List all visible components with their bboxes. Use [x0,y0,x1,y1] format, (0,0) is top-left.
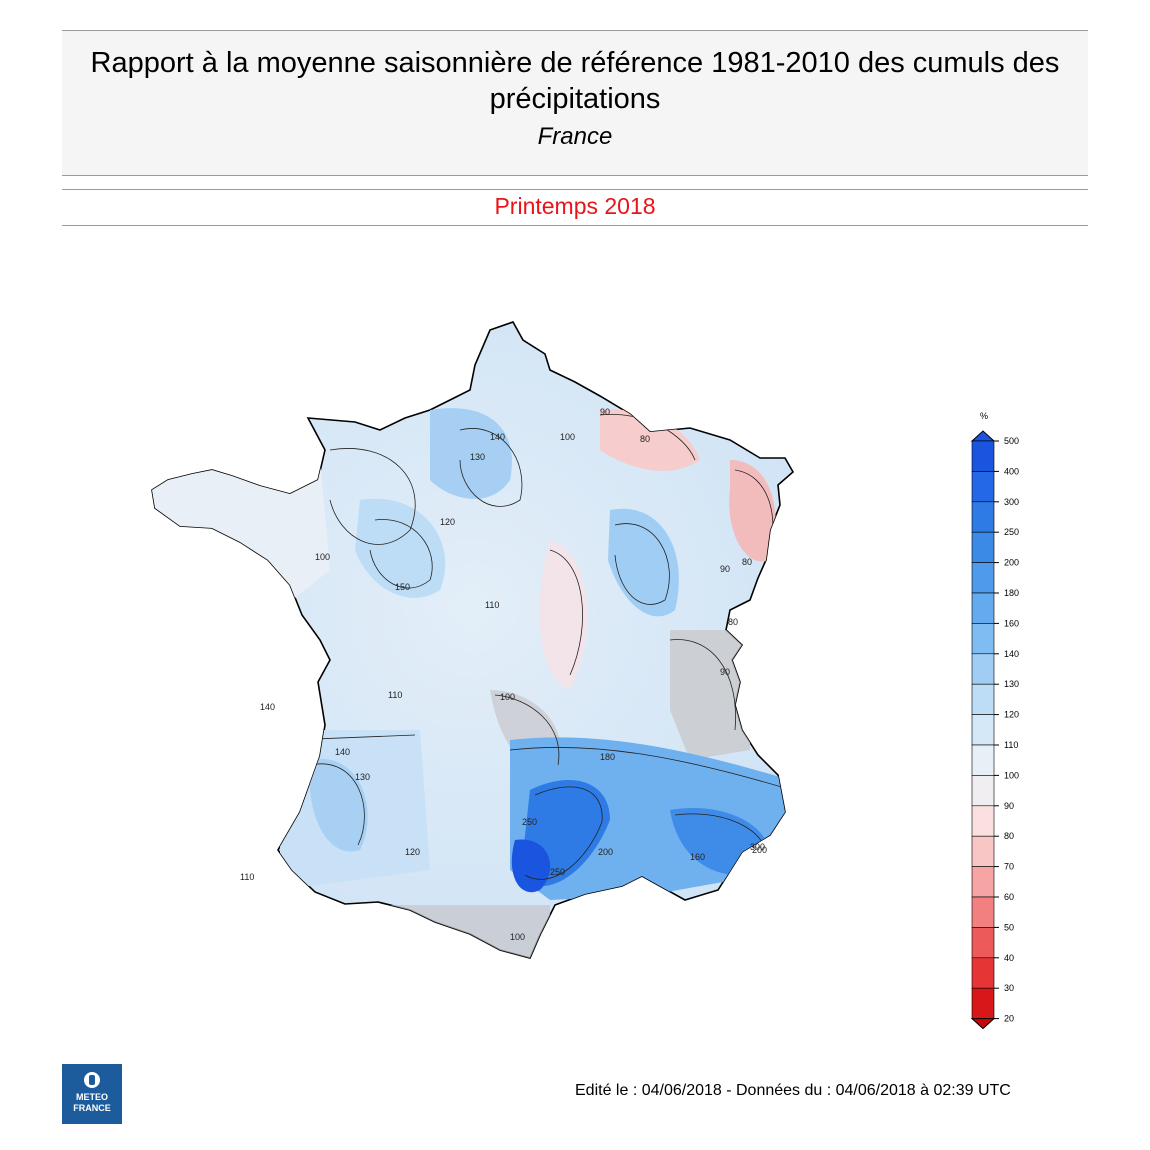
legend-label: 40 [1004,953,1014,963]
contour-label: 150 [395,582,410,592]
contour-label: 130 [470,452,485,462]
zone-north-140 [430,408,512,499]
legend-label: 80 [1004,831,1014,841]
legend-swatch [971,653,995,685]
legend-label: 20 [1004,1014,1014,1024]
legend-swatch [971,714,995,746]
legend-label: 60 [1004,892,1014,902]
legend-swatch [971,592,995,624]
legend-swatch [971,623,995,655]
logo-text: METEO FRANCE [73,1092,111,1113]
legend-label: 300 [1004,497,1019,507]
contour-label: 140 [335,747,350,757]
legend-swatch [971,957,995,989]
contour-label: 250 [522,817,537,827]
legend-swatch [971,501,995,533]
legend-label: 110 [1004,740,1018,750]
contour-label: 100 [315,552,330,562]
zone-ne-80 [600,409,700,471]
contour-label: 100 [560,432,575,442]
contour-label: 200 [598,847,613,857]
legend-label: 500 [1004,436,1019,446]
legend-label: 180 [1004,588,1019,598]
contour-label: 90 [720,564,730,574]
contour-label: 100 [510,932,525,942]
zone-aquitaine-140 [309,758,368,852]
legend-swatch [971,805,995,837]
contour-label: 80 [640,434,650,444]
color-legend: % 500 400 300 250 200 180 160 140 130 120 110 100 90… [970,411,1019,1030]
legend-unit: % [980,411,988,421]
contour-label: 300 [750,842,765,852]
legend-swatch [971,683,995,715]
contour-label: 80 [742,557,752,567]
legend-label: 70 [1004,862,1014,872]
legend-swatch [971,866,995,898]
zone-languedoc-250 [511,839,551,893]
contour-label: 90 [720,667,730,677]
legend-label: 90 [1004,801,1014,811]
contour-label: 110 [485,600,499,610]
contour-label: 80 [728,617,738,627]
legend-label: 50 [1004,922,1014,932]
contour-label: 110 [240,872,254,882]
legend-label: 100 [1004,770,1019,780]
contour-label: 100 [500,692,515,702]
region-label: France [537,123,613,150]
legend-swatch [971,562,995,594]
footer-edit-date: Edité le : 04/06/2018 - Données du : 04/… [575,1082,1011,1099]
zone-alps-relief [670,630,750,760]
zone-west-100 [152,460,330,610]
legend-swatch [971,744,995,776]
legend-label: 250 [1004,527,1019,537]
zone-center-130 [355,498,446,598]
legend-label: 140 [1004,649,1019,659]
legend-label: 30 [1004,983,1014,993]
header-box: Rapport à la moyenne saisonnière de réfé… [62,30,1088,176]
contour-label: 140 [490,432,505,442]
legend-swatch [971,471,995,503]
legend-swatch [971,987,995,1019]
legend-arrow-up [970,430,996,442]
season-label: Printemps 2018 [494,193,656,219]
legend-label: 400 [1004,466,1019,476]
legend-swatch [971,775,995,807]
zone-alsace-80 [729,460,776,562]
meteo-france-logo: METEO FRANCE [62,1064,122,1124]
zone-center-90 [539,540,588,690]
contour-label: 110 [388,690,402,700]
contour-label: 140 [260,702,275,712]
contour-label: 120 [440,517,455,527]
contour-label: 130 [355,772,370,782]
contour-label: 200 [752,845,767,855]
contour-label: 90 [600,407,610,417]
legend-swatch [971,531,995,563]
legend-arrow-down [970,1018,996,1030]
meteo-france-icon [84,1072,100,1088]
map-title: Rapport à la moyenne saisonnière de réfé… [90,47,1060,115]
legend-label: 130 [1004,679,1019,689]
legend-swatch [971,927,995,959]
season-bar: Printemps 2018 [62,189,1088,226]
legend-label: 160 [1004,618,1019,628]
france-precipitation-map: 90 80 100 120 130 140 110 100 90 80 250 … [151,321,795,959]
legend-swatch [971,835,995,867]
contour-label: 160 [690,852,705,862]
contour-label: 180 [600,752,615,762]
contour-label: 250 [550,867,565,877]
legend-label: 120 [1004,710,1019,720]
legend-swatch [971,440,995,472]
contour-label: 120 [405,847,420,857]
legend-swatch [971,896,995,928]
legend-label: 200 [1004,558,1019,568]
